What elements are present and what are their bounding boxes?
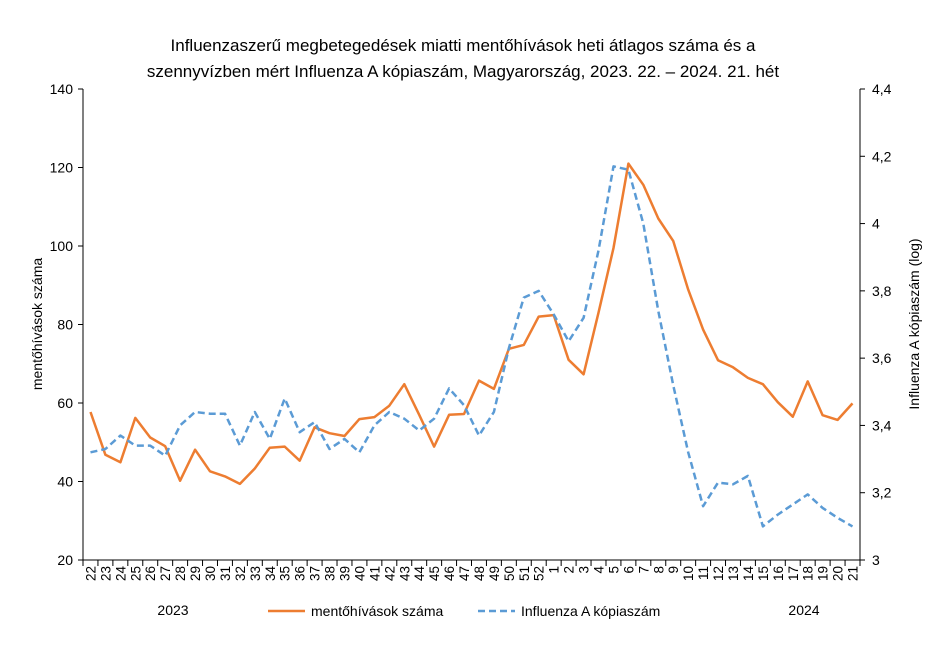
series-line-influenza [90, 165, 854, 528]
x-tick-label: 34 [263, 566, 278, 582]
x-tick-label: 21 [846, 566, 861, 581]
x-tick-label: 23 [98, 566, 113, 581]
x-tick-label: 10 [681, 566, 696, 581]
right-axis-ticks: 3 3,2 3,4 3,6 3,8 4 4,2 4,4 [860, 81, 892, 568]
plot-lines [89, 162, 854, 528]
x-tick-label: 45 [427, 566, 442, 581]
x-tick-label: 32 [233, 566, 248, 581]
chart-title-line-1: Influenzaszerű megbetegedések miatti men… [171, 36, 756, 55]
legend-label-influenza: Influenza A kópiaszám [521, 603, 660, 619]
x-tick-label: 13 [726, 566, 741, 581]
x-tick-label: 3 [577, 566, 592, 574]
x-tick-label: 24 [113, 566, 128, 582]
left-tick-label: 140 [50, 81, 74, 97]
left-tick-label: 20 [57, 552, 73, 568]
left-axis-label: mentőhívások száma [29, 258, 45, 390]
left-tick-label: 120 [50, 160, 74, 176]
x-tick-label: 22 [83, 566, 98, 581]
x-tick-label: 7 [636, 566, 651, 574]
x-tick-label: 19 [816, 566, 831, 581]
x-tick-label: 50 [502, 566, 517, 581]
year-label-2023: 2023 [157, 602, 188, 618]
x-tick-label: 37 [308, 566, 323, 581]
x-tick-label: 48 [472, 566, 487, 581]
x-tick-label: 52 [532, 566, 547, 581]
x-tick-label: 49 [487, 566, 502, 581]
right-tick-label: 4,4 [872, 81, 892, 97]
x-tick-label: 31 [218, 566, 233, 581]
x-tick-label: 47 [457, 566, 472, 581]
x-tick-label: 2 [562, 566, 577, 574]
left-tick-label: 100 [50, 238, 74, 254]
x-tick-label: 16 [771, 566, 786, 581]
x-tick-label: 12 [711, 566, 726, 581]
x-tick-label: 30 [203, 566, 218, 581]
left-tick-label: 40 [57, 474, 73, 490]
right-tick-label: 3,8 [872, 283, 892, 299]
x-tick-label: 5 [606, 566, 621, 574]
x-axis-ticks: 22 23 24 25 26 27 28 29 30 31 32 33 34 35 36 37 38 39 40 41… [82, 560, 861, 582]
right-axis-label: Influenza A kópiaszám (log) [906, 238, 922, 409]
x-tick-label: 17 [786, 566, 801, 581]
left-tick-label: 60 [57, 395, 73, 411]
year-label-2024: 2024 [788, 602, 819, 618]
x-tick-label: 29 [188, 566, 203, 581]
legend: mentőhívások száma Influenza A kópiaszám [268, 603, 660, 619]
right-tick-label: 3 [872, 552, 880, 568]
x-tick-label: 40 [352, 566, 367, 581]
x-tick-label: 14 [741, 566, 756, 582]
x-tick-label: 41 [367, 566, 382, 581]
x-tick-label: 4 [592, 566, 607, 574]
x-tick-label: 33 [248, 566, 263, 581]
x-tick-label: 36 [293, 566, 308, 581]
x-tick-label: 11 [696, 566, 711, 580]
chart-title-line-2: szennyvízben mért Influenza A kópiaszám,… [147, 62, 779, 81]
x-tick-label: 18 [801, 566, 816, 581]
x-tick-label: 35 [278, 566, 293, 581]
right-tick-label: 4,2 [872, 148, 892, 164]
right-tick-label: 4 [872, 216, 880, 232]
legend-label-calls: mentőhívások száma [311, 603, 443, 619]
x-tick-label: 6 [621, 566, 636, 574]
x-tick-label: 27 [158, 566, 173, 581]
x-tick-label: 25 [128, 566, 143, 581]
x-tick-label: 51 [517, 566, 532, 581]
x-tick-label: 8 [651, 566, 666, 574]
x-tick-label: 44 [412, 566, 427, 582]
x-tick-label: 26 [143, 566, 158, 581]
x-tick-label: 38 [323, 566, 338, 581]
x-tick-label: 15 [756, 566, 771, 581]
x-tick-label: 46 [442, 566, 457, 581]
x-tick-label: 9 [666, 566, 681, 574]
x-tick-label: 42 [382, 566, 397, 581]
right-tick-label: 3,6 [872, 350, 892, 366]
x-tick-label: 43 [397, 566, 412, 581]
left-axis-ticks: 20 40 60 80 100 120 140 [50, 81, 83, 568]
x-tick-label: 20 [831, 566, 846, 581]
right-tick-label: 3,2 [872, 485, 892, 501]
x-tick-label: 1 [547, 566, 562, 574]
x-tick-label: 39 [337, 566, 352, 581]
right-tick-label: 3,4 [872, 417, 892, 433]
x-tick-label: 28 [173, 566, 188, 581]
left-tick-label: 80 [57, 317, 73, 333]
series-line-calls [89, 162, 854, 486]
